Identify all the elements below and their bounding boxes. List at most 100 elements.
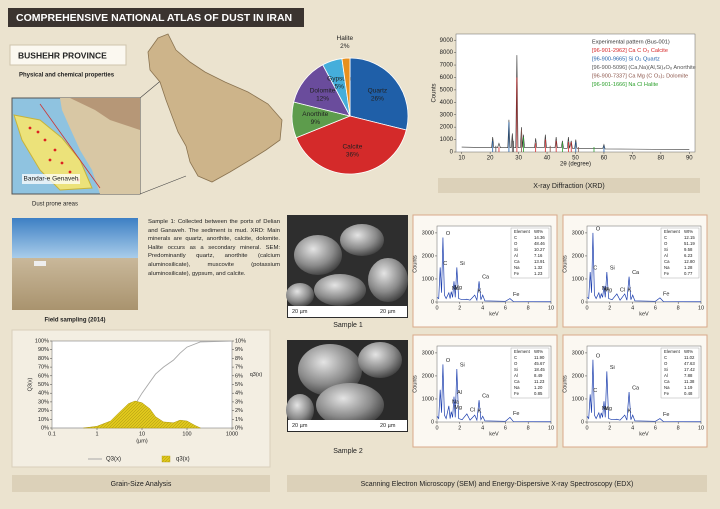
- province-name: BUSHEHR PROVINCE: [18, 50, 107, 60]
- x-tick-label: 1: [95, 431, 98, 437]
- table-cell: O: [664, 361, 668, 366]
- legend-entry: Q3(x): [106, 457, 121, 463]
- table-cell: 10.27: [534, 247, 545, 252]
- spectrum: [586, 359, 702, 423]
- x-tick-label: 0.1: [48, 431, 56, 437]
- table-cell: C: [664, 355, 667, 360]
- x-tick-label: 20: [487, 156, 494, 162]
- table-cell: Ca: [664, 379, 670, 384]
- table-cell: Fe: [664, 391, 670, 396]
- table-cell: 12.15: [684, 235, 695, 240]
- sem-image: [286, 340, 408, 432]
- table-header: Element: [514, 349, 531, 354]
- map-caption: Dust prone areas: [32, 202, 78, 208]
- table-cell: 18.45: [534, 367, 545, 372]
- peak-label: Fe: [663, 291, 669, 297]
- x-tick-label: 0: [585, 425, 588, 431]
- peak-label: Fe: [663, 412, 669, 418]
- y-tick-label: 4000: [440, 100, 454, 106]
- area: [83, 400, 201, 429]
- y2-tick-label: 6%: [235, 373, 243, 379]
- peak-label: Mg: [454, 405, 462, 411]
- table-cell: Si: [664, 247, 668, 252]
- inset-map: [11, 97, 141, 195]
- y2-tick-label: 0%: [235, 425, 243, 431]
- x-tick-label: 90: [686, 156, 693, 162]
- y-tick-label: 100%: [35, 338, 49, 344]
- y-tick-label: 60%: [38, 373, 49, 379]
- y-axis-label: Counts: [562, 375, 568, 393]
- peak-label: Mg: [604, 406, 612, 412]
- scale-bar: 20 µm: [292, 309, 308, 315]
- x-tick-label: 8: [677, 305, 680, 311]
- x-tick-label: 2: [458, 305, 461, 311]
- table-cell: Na: [664, 265, 670, 270]
- table-cell: 11.90: [534, 355, 545, 360]
- y2-tick-label: 10%: [235, 338, 246, 344]
- y-tick-label: 0: [431, 299, 434, 305]
- y-tick-label: 3000: [422, 230, 434, 236]
- peak-label: Ca: [482, 394, 490, 400]
- table-cell: Na: [664, 385, 670, 390]
- legend-entry: [96-900-9665] Si O₂ Quartz: [592, 56, 660, 62]
- table-cell: Na: [514, 385, 520, 390]
- x-tick-label: 6: [504, 305, 507, 311]
- table-cell: C: [514, 235, 517, 240]
- y-tick-label: 9000: [440, 38, 454, 44]
- table-cell: 1.28: [684, 265, 693, 270]
- y-tick-label: 7000: [440, 63, 454, 69]
- peak-label: K: [628, 287, 632, 293]
- x-tick-label: 4: [631, 305, 634, 311]
- x-tick-label: 10: [698, 305, 704, 311]
- page-title: COMPREHENSIVE NATIONAL ATLAS OF DUST IN …: [16, 12, 292, 24]
- y-tick-label: 50%: [38, 382, 49, 388]
- element-table: [510, 347, 550, 399]
- table-cell: Ca: [514, 259, 520, 264]
- y-tick-label: 80%: [38, 356, 49, 362]
- y-tick-label: 2000: [440, 125, 454, 131]
- peak-label: Si: [610, 266, 615, 272]
- x-axis-label: (µm): [136, 438, 148, 444]
- pie-slice: [349, 57, 409, 131]
- element-table: [510, 227, 550, 279]
- y-tick-label: 6000: [440, 75, 454, 81]
- peak-label: O: [596, 226, 601, 232]
- slice-label: Dolomite: [310, 87, 336, 94]
- table-header: Element: [664, 229, 681, 234]
- y-tick-label: 0: [581, 419, 584, 425]
- table-cell: 11.02: [684, 355, 695, 360]
- x-tick-label: 0: [435, 425, 438, 431]
- peak-label: Na: [452, 286, 460, 292]
- peak-label: Na: [452, 399, 460, 405]
- spectrum: [436, 237, 552, 303]
- caption-box: [287, 475, 707, 492]
- table-cell: Al: [664, 253, 668, 258]
- peak-label: Ca: [632, 386, 640, 392]
- table-cell: Fe: [664, 271, 670, 276]
- peak-label: K: [478, 289, 482, 295]
- y-tick-label: 2000: [572, 373, 584, 379]
- sample-description: Sample 1: Collected between the ports of…: [148, 219, 280, 277]
- table-cell: 11.23: [534, 379, 545, 384]
- sem-image: [286, 215, 408, 318]
- peak-label: O: [596, 353, 601, 359]
- legend-entry: [96-901-1666] Na Cl Halite: [592, 82, 658, 88]
- y-tick-label: 90%: [38, 347, 49, 353]
- x-tick-label: 70: [629, 156, 636, 162]
- y-axis-label: Q3(x): [27, 377, 33, 391]
- y-tick-label: 1000: [422, 396, 434, 402]
- table-cell: 0.85: [534, 391, 543, 396]
- header-bar: [8, 8, 304, 27]
- x-tick-label: 80: [658, 156, 665, 162]
- y-tick-label: 0: [581, 299, 584, 305]
- grain-caption: Grain-Size Analysis: [111, 481, 172, 488]
- table-cell: O: [514, 361, 518, 366]
- table-cell: 8.49: [534, 373, 543, 378]
- slice-value: 12%: [316, 95, 329, 102]
- sample-label: Sample 1: [333, 322, 363, 329]
- caption-box: [12, 475, 270, 492]
- xrd-caption: X-ray Diffraction (XRD): [533, 183, 604, 190]
- y-axis-label: Counts: [432, 83, 438, 102]
- table-cell: C: [664, 235, 667, 240]
- y2-axis-label: q3(x): [250, 372, 263, 378]
